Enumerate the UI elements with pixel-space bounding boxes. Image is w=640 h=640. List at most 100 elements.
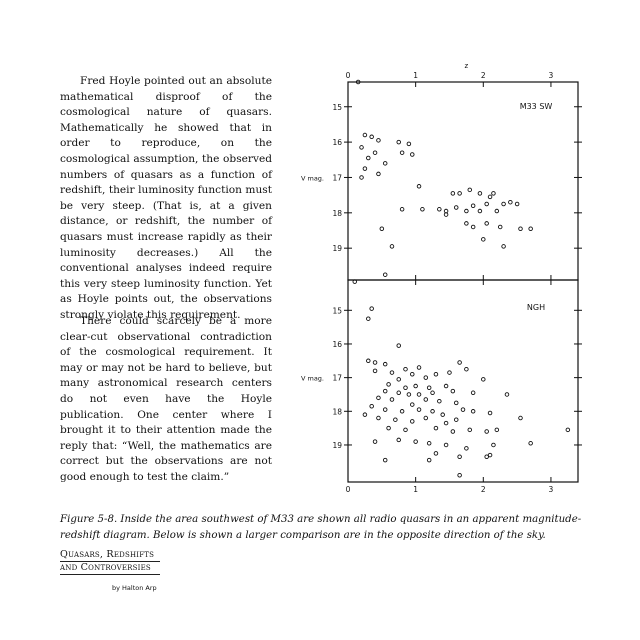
data-point [359, 175, 364, 180]
data-point [362, 166, 368, 171]
data-point [366, 358, 371, 364]
data-point [416, 392, 422, 397]
data-point [426, 441, 432, 446]
data-point [491, 442, 496, 448]
data-point [382, 161, 388, 166]
data-point [399, 409, 405, 414]
panel-label: NGH [527, 303, 545, 312]
data-point [372, 368, 378, 374]
data-point [447, 370, 452, 375]
data-point [376, 415, 381, 421]
y-tick-label: 19 [332, 441, 342, 450]
data-point [565, 427, 571, 433]
data-point [399, 207, 405, 212]
data-point [396, 377, 401, 382]
y-tick-label: 16 [332, 340, 342, 349]
data-point [464, 208, 469, 214]
data-point [413, 439, 418, 444]
data-point [423, 415, 429, 421]
data-point [382, 407, 388, 412]
data-point [410, 372, 415, 377]
data-point [450, 429, 456, 434]
data-point [457, 360, 462, 365]
data-point [416, 184, 422, 189]
data-point [501, 244, 506, 249]
data-point [379, 226, 385, 231]
data-point [450, 388, 456, 394]
data-point [457, 454, 462, 460]
data-point [420, 207, 425, 212]
data-point [440, 412, 445, 417]
data-point [355, 79, 361, 85]
data-point [464, 221, 469, 226]
data-point [396, 437, 401, 443]
data-point [484, 221, 489, 226]
data-point [518, 226, 523, 231]
data-point [366, 155, 371, 161]
data-point [352, 279, 358, 284]
data-point [494, 208, 500, 214]
x-tick-label: 3 [549, 485, 554, 494]
data-point [362, 132, 368, 138]
data-point [484, 429, 489, 434]
data-point [477, 191, 483, 196]
x-tick-label: 0 [346, 485, 351, 494]
data-point [393, 417, 398, 422]
y-axis-label: V mag. [301, 174, 324, 182]
data-point [433, 451, 439, 456]
data-point [372, 150, 378, 155]
data-point [433, 372, 439, 377]
data-point [423, 397, 429, 402]
data-point [426, 385, 432, 390]
data-point [399, 150, 405, 155]
data-point [359, 145, 364, 150]
data-point [508, 199, 513, 205]
data-point [443, 442, 449, 448]
y-tick-label: 19 [332, 244, 342, 253]
data-point [501, 201, 506, 207]
data-point [437, 207, 442, 212]
data-point [464, 446, 469, 451]
data-point [457, 191, 462, 196]
data-point [382, 388, 388, 394]
y-tick-label: 15 [332, 306, 342, 315]
data-point [396, 390, 401, 396]
data-point [366, 316, 371, 321]
data-point [416, 407, 422, 412]
x-tick-label: 0 [346, 71, 351, 80]
figure-5-8-scatter-plots: 0 1 2 3 15 16 17 18 19 V mag. z M33 SW 0 1 2 3 15 16 17 18 1… [301, 62, 582, 494]
panel-frame [347, 279, 579, 483]
data-point [453, 417, 459, 422]
x-tick-label: 1 [413, 485, 418, 494]
data-point [376, 138, 381, 143]
data-point [413, 383, 418, 389]
data-point [396, 343, 401, 348]
x-tick-label: 2 [481, 485, 486, 494]
data-point [406, 141, 412, 147]
data-point [389, 370, 395, 375]
data-point [386, 382, 391, 387]
y-tick-label: 16 [332, 138, 342, 147]
y-tick-label: 18 [332, 209, 342, 218]
data-point [437, 398, 442, 404]
body-paragraph-1: Fred Hoyle pointed out an absolute mathe… [60, 75, 272, 321]
data-point [382, 361, 388, 367]
panel-frame [347, 81, 579, 281]
data-point [477, 208, 483, 214]
data-point [403, 366, 408, 372]
data-point [457, 473, 462, 478]
book-title-line-1: Quasars, Redshifts [60, 549, 160, 562]
data-point [481, 237, 486, 242]
data-point [484, 454, 489, 460]
x-tick-label: 2 [481, 71, 486, 80]
data-point [423, 375, 429, 380]
x-axis-label: z [465, 62, 469, 70]
data-point [376, 171, 381, 177]
y-tick-label: 15 [332, 103, 342, 112]
data-point [389, 244, 395, 249]
data-point [403, 385, 408, 390]
body-paragraph-2: There could scarcely be a more clear-cut… [60, 315, 272, 483]
data-point [504, 392, 510, 397]
data-point [514, 201, 520, 207]
data-point [430, 390, 435, 396]
